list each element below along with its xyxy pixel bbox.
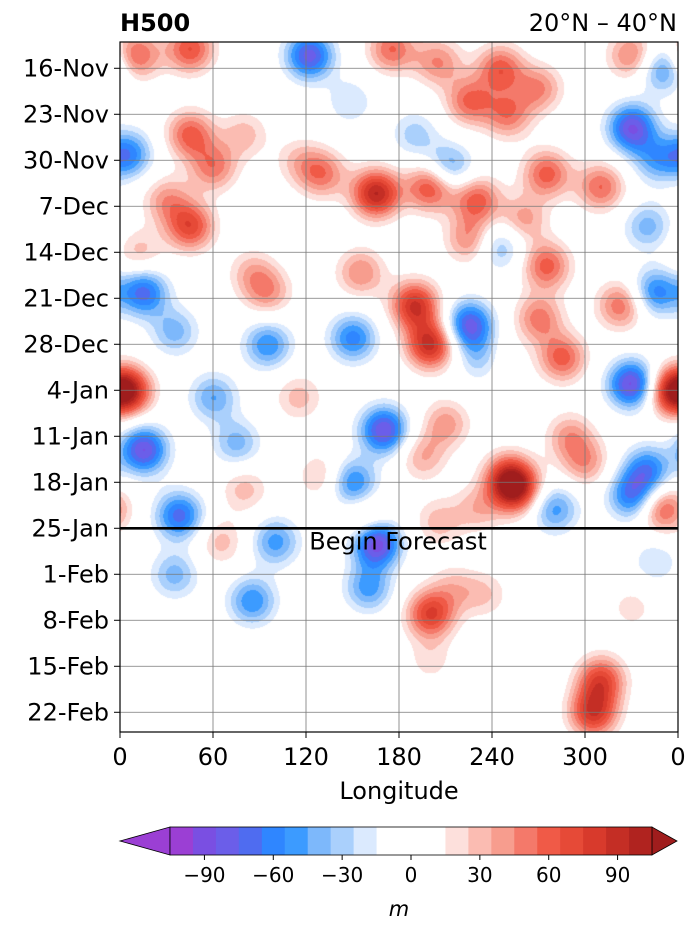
colorbar-segment (307, 827, 332, 855)
colorbar-segment (238, 827, 263, 855)
x-tick-label: 0 (670, 743, 685, 771)
colorbar-segment (514, 827, 538, 855)
y-tick-label: 7-Dec (39, 192, 109, 220)
colorbar-extend-over (651, 826, 678, 856)
y-tick-label: 16-Nov (23, 54, 109, 82)
y-tick-label: 15-Feb (27, 652, 109, 680)
y-tick-label: 4-Jan (47, 376, 109, 404)
x-tick-label: 0 (112, 743, 127, 771)
colorbar-tick-label: 30 (467, 863, 492, 887)
y-tick-label: 25-Jan (31, 514, 109, 542)
colorbar-label: m (389, 897, 409, 921)
colorbar-tick-label: 0 (405, 863, 418, 887)
y-tick-label: 8-Feb (43, 606, 109, 634)
colorbar-segment (560, 827, 584, 855)
y-tick-label: 21-Dec (23, 284, 109, 312)
colorbar-segment (606, 827, 630, 855)
colorbar-segment (468, 827, 492, 855)
colorbar-tick-label: −90 (183, 863, 225, 887)
colorbar-extend-under (118, 826, 171, 856)
x-axis-label: Longitude (339, 777, 458, 805)
y-tick-label: 14-Dec (23, 238, 109, 266)
y-tick-label: 30-Nov (23, 146, 109, 174)
colorbar-segment (583, 827, 607, 855)
y-tick-label: 1-Feb (43, 560, 109, 588)
colorbar-segment (353, 827, 377, 855)
colorbar-segment (629, 827, 653, 855)
x-tick-label: 300 (562, 743, 608, 771)
forecast-label: Begin Forecast (309, 527, 487, 555)
y-tick-label: 23-Nov (23, 100, 109, 128)
x-tick-label: 120 (283, 743, 329, 771)
x-tick-label: 240 (469, 743, 515, 771)
colorbar-segment (215, 827, 240, 855)
colorbar-segment (284, 827, 309, 855)
colorbar-segment (261, 827, 286, 855)
y-tick-label: 11-Jan (31, 422, 109, 450)
chart-title-left: H500 (120, 9, 190, 37)
colorbar-segment (491, 827, 515, 855)
x-tick-label: 180 (376, 743, 422, 771)
colorbar-tick-label: 60 (536, 863, 561, 887)
colorbar-tick-label: 90 (605, 863, 630, 887)
grid-lines (119, 42, 679, 732)
colorbar-segment (537, 827, 561, 855)
colorbar-segment (445, 827, 469, 855)
colorbar-segment (330, 827, 355, 855)
colorbar-tick-label: −30 (321, 863, 363, 887)
colorbar-tick-label: −60 (252, 863, 294, 887)
y-tick-label: 22-Feb (27, 698, 109, 726)
y-tick-label: 18-Jan (31, 468, 109, 496)
colorbar: −90 −60 −30 0 30 60 90 (118, 826, 678, 887)
x-tick-label: 60 (198, 743, 229, 771)
colorbar-segment (170, 827, 194, 855)
y-tick-label: 28-Dec (23, 330, 109, 358)
colorbar-segment (192, 827, 217, 855)
y-axis: 16-Nov 23-Nov 30-Nov 7-Dec 14-Dec 21-Dec 28-De… (23, 54, 120, 726)
x-axis: 0 60 120 180 240 300 0 (112, 732, 686, 771)
chart-title-right: 20°N – 40°N (529, 9, 677, 37)
colorbar-segment (376, 827, 446, 855)
